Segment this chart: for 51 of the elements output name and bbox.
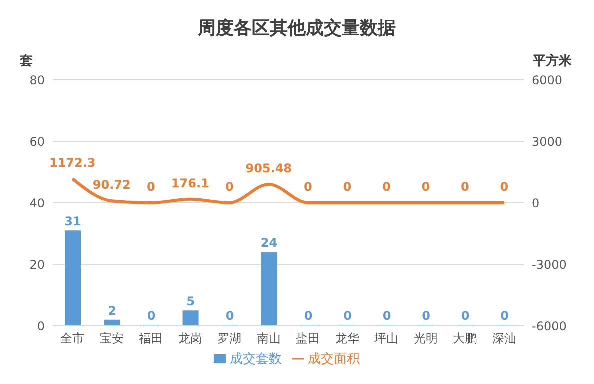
- y2-tick-label: 6000: [532, 73, 563, 88]
- data-label: 0: [422, 180, 430, 194]
- data-label: 2: [108, 304, 116, 318]
- data-label: 0: [146, 180, 156, 194]
- x-tick-label: 罗湖: [218, 332, 242, 346]
- data-label: 0: [382, 180, 391, 194]
- y-tick-label: 20: [30, 258, 45, 272]
- data-label: 0: [344, 309, 352, 323]
- x-tick-label: 深汕: [492, 332, 516, 346]
- data-label: 90.72: [92, 178, 131, 192]
- data-label: 0: [343, 180, 352, 194]
- y-tick-label: 60: [30, 134, 45, 149]
- data-label: 1172.3: [49, 156, 96, 170]
- y2-tick-label: -3000: [532, 258, 567, 272]
- y2-tick-label: 0: [532, 196, 540, 210]
- data-label: 24: [260, 236, 278, 250]
- x-tick-label: 大鹏: [453, 332, 478, 346]
- data-label: 0: [460, 180, 470, 194]
- x-tick-label: 全市: [60, 332, 85, 346]
- x-tick-label: 坪山: [374, 332, 399, 346]
- chart-title: 周度各区其他成交量数据: [196, 17, 397, 41]
- data-label: 31: [64, 214, 82, 229]
- x-tick-label: 福田: [139, 332, 164, 346]
- data-label: 0: [226, 309, 234, 323]
- data-label: 5: [186, 294, 195, 309]
- x-tick-label: 宝安: [100, 332, 124, 346]
- data-label: 0: [147, 309, 156, 323]
- data-label: 0: [461, 309, 470, 323]
- data-label: 0: [304, 309, 313, 323]
- y2-tick-label: -6000: [532, 319, 567, 334]
- data-label: 0: [422, 309, 430, 323]
- y2-axis-title: 平方米: [533, 52, 572, 70]
- legend-label: 成交面积: [308, 352, 360, 367]
- data-label: 0: [382, 309, 392, 323]
- data-label: 0: [500, 180, 509, 194]
- x-tick-label: 盐田: [296, 332, 320, 346]
- data-label: 905.48: [246, 161, 292, 176]
- data-label: 0: [304, 180, 312, 194]
- data-label: 0: [500, 309, 509, 323]
- y-tick-label: 0: [37, 319, 45, 334]
- data-label: 176.1: [171, 176, 210, 190]
- x-tick-label: 南山: [256, 332, 281, 346]
- x-tick-label: 龙岗: [178, 332, 202, 346]
- y-tick-label: 40: [30, 196, 45, 210]
- x-tick-label: 光明: [414, 332, 438, 346]
- legend-label: 成交套数: [230, 352, 282, 367]
- data-label: 0: [225, 180, 234, 194]
- y2-tick-label: 3000: [532, 134, 563, 149]
- x-tick-label: 龙华: [335, 332, 360, 346]
- y-axis-title: 套: [20, 53, 33, 70]
- y-tick-label: 80: [30, 73, 45, 88]
